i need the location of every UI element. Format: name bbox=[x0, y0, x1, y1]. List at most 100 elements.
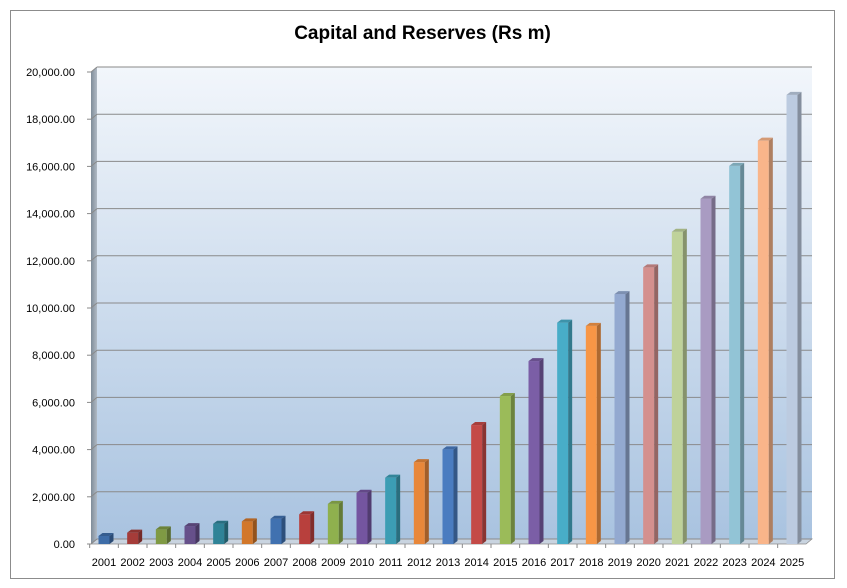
bar-top bbox=[643, 264, 659, 268]
y-tick-label: 6,000.00 bbox=[32, 397, 75, 409]
bar-side bbox=[539, 358, 544, 544]
bar-front bbox=[98, 535, 110, 544]
gridline-side bbox=[90, 302, 98, 309]
bar-2022 bbox=[700, 195, 716, 544]
bar-front bbox=[471, 425, 483, 544]
bar-side bbox=[625, 291, 630, 544]
x-tick-label: 2025 bbox=[780, 557, 804, 569]
x-tick-label: 2002 bbox=[120, 557, 144, 569]
bar-side bbox=[596, 322, 601, 544]
x-tick-label: 2014 bbox=[464, 557, 488, 569]
x-tick-label: 2018 bbox=[579, 557, 603, 569]
x-tick-label: 2009 bbox=[321, 557, 345, 569]
bar-2005 bbox=[213, 520, 229, 544]
bar-side bbox=[510, 393, 515, 544]
bar-side bbox=[797, 91, 802, 544]
y-tick-label: 14,000.00 bbox=[26, 209, 75, 221]
x-tick-label: 2003 bbox=[149, 557, 173, 569]
y-tick-label: 0.00 bbox=[54, 539, 75, 551]
bar-front bbox=[356, 492, 368, 544]
bar-2020 bbox=[643, 264, 659, 544]
bar-front bbox=[671, 231, 683, 544]
x-tick-label: 2019 bbox=[608, 557, 632, 569]
x-tick-label: 2022 bbox=[694, 557, 718, 569]
bar-front bbox=[385, 477, 397, 544]
bar-side bbox=[396, 474, 401, 544]
bar-2018 bbox=[585, 322, 601, 544]
bar-top bbox=[184, 523, 200, 527]
gridline-side bbox=[90, 444, 98, 450]
bar-top bbox=[413, 459, 429, 463]
bar-2015 bbox=[499, 393, 515, 544]
x-tick-label: 2017 bbox=[550, 557, 574, 569]
bar-top bbox=[270, 515, 286, 519]
bar-2010 bbox=[356, 489, 372, 544]
gridline-side bbox=[90, 161, 98, 167]
bar-2008 bbox=[299, 511, 315, 544]
bar-2003 bbox=[155, 526, 171, 544]
gridline-side bbox=[90, 208, 98, 214]
bar-2019 bbox=[614, 291, 630, 544]
bar-top bbox=[729, 162, 745, 166]
bar-front bbox=[213, 523, 225, 544]
bar-2016 bbox=[528, 358, 544, 544]
x-tick-label: 2012 bbox=[407, 557, 431, 569]
x-tick-label: 2008 bbox=[292, 557, 316, 569]
y-tick-label: 2,000.00 bbox=[32, 492, 75, 504]
bar-top bbox=[671, 228, 687, 232]
bar-front bbox=[327, 503, 339, 544]
y-tick-label: 18,000.00 bbox=[26, 114, 75, 126]
bar-front bbox=[786, 94, 798, 544]
x-tick-label: 2011 bbox=[379, 557, 403, 569]
x-tick-label: 2020 bbox=[636, 557, 660, 569]
bar-front bbox=[585, 325, 597, 544]
bar-2014 bbox=[471, 422, 487, 544]
bar-side bbox=[482, 422, 487, 544]
bar-2007 bbox=[270, 515, 286, 544]
bar-front bbox=[700, 198, 712, 544]
bar-top bbox=[98, 532, 114, 536]
x-tick-label: 2024 bbox=[751, 557, 775, 569]
bar-top bbox=[614, 291, 630, 295]
y-tick-label: 20,000.00 bbox=[26, 67, 75, 79]
x-tick-label: 2016 bbox=[522, 557, 546, 569]
bar-top bbox=[499, 393, 515, 397]
bar-2012 bbox=[413, 459, 429, 544]
bar-2017 bbox=[557, 319, 573, 544]
gridline-side bbox=[90, 491, 98, 498]
bar-top bbox=[700, 195, 716, 199]
bar-front bbox=[270, 518, 282, 544]
bar-top bbox=[356, 489, 372, 493]
bar-side bbox=[740, 162, 745, 545]
bar-2009 bbox=[327, 500, 343, 544]
y-tick-label: 16,000.00 bbox=[26, 161, 75, 173]
bar-top bbox=[786, 91, 802, 95]
bar-side bbox=[109, 532, 114, 544]
x-tick-label: 2023 bbox=[722, 557, 746, 569]
bar-top bbox=[557, 319, 573, 323]
bar-top bbox=[155, 526, 171, 530]
bar-front bbox=[241, 521, 253, 544]
bar-front bbox=[499, 396, 511, 544]
bar-side bbox=[768, 137, 773, 544]
bar-2013 bbox=[442, 446, 458, 544]
bar-top bbox=[528, 358, 544, 362]
bar-side bbox=[310, 511, 315, 544]
bar-front bbox=[614, 294, 626, 544]
x-tick-label: 2005 bbox=[206, 557, 230, 569]
bar-2006 bbox=[241, 518, 257, 544]
chart-title: Capital and Reserves (Rs m) bbox=[294, 23, 551, 44]
bar-top bbox=[327, 500, 343, 504]
bar-side bbox=[453, 446, 458, 544]
bar-2004 bbox=[184, 523, 200, 544]
gridline-side bbox=[90, 538, 98, 545]
bar-top bbox=[213, 520, 229, 524]
x-tick-label: 2010 bbox=[350, 557, 374, 569]
bar-2001 bbox=[98, 532, 114, 544]
bar-front bbox=[757, 140, 769, 544]
bar-side bbox=[195, 523, 200, 544]
bar-side bbox=[281, 515, 286, 544]
bar-side bbox=[367, 489, 372, 544]
bar-side bbox=[568, 319, 573, 544]
